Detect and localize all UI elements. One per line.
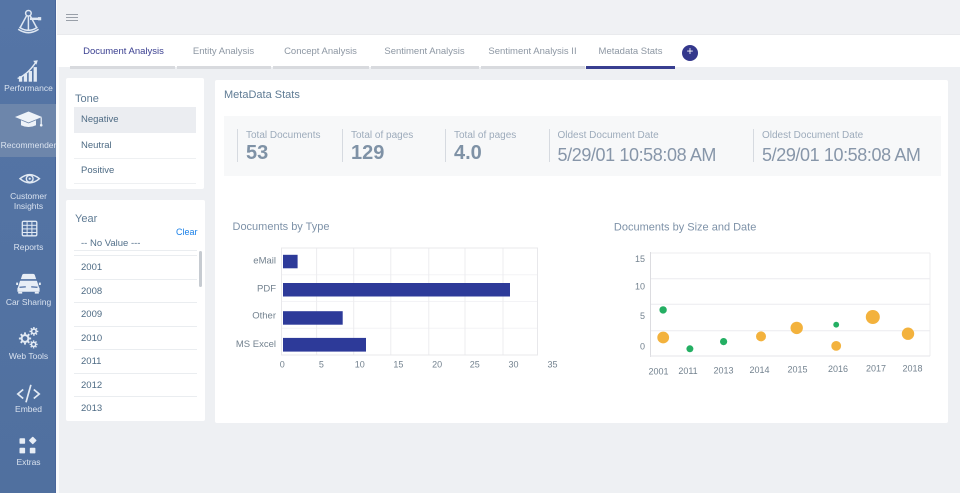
svg-text:2014: 2014 <box>749 365 769 375</box>
svg-text:25: 25 <box>470 360 480 370</box>
svg-text:Documents by Size and Date: Documents by Size and Date <box>614 222 756 234</box>
svg-text:2018: 2018 <box>902 363 922 373</box>
svg-text:2017: 2017 <box>866 363 886 373</box>
svg-text:30: 30 <box>508 360 518 370</box>
svg-text:2016: 2016 <box>828 364 848 374</box>
svg-text:15: 15 <box>635 254 645 264</box>
svg-text:2011: 2011 <box>678 366 697 376</box>
svg-text:10: 10 <box>355 360 365 370</box>
svg-text:eMail: eMail <box>253 256 276 267</box>
svg-text:15: 15 <box>393 360 403 370</box>
svg-text:PDF: PDF <box>257 284 276 295</box>
svg-text:Other: Other <box>252 311 276 322</box>
svg-text:MS Excel: MS Excel <box>236 339 276 350</box>
svg-text:0: 0 <box>280 360 285 370</box>
svg-text:2001: 2001 <box>648 366 668 376</box>
svg-text:5: 5 <box>640 311 645 321</box>
svg-text:0: 0 <box>640 341 645 351</box>
svg-text:2015: 2015 <box>787 364 807 374</box>
svg-text:35: 35 <box>547 360 557 370</box>
svg-text:Documents by Type: Documents by Type <box>233 221 330 233</box>
svg-text:10: 10 <box>635 282 645 292</box>
svg-text:2013: 2013 <box>713 365 733 375</box>
svg-text:20: 20 <box>432 360 442 370</box>
svg-text:5: 5 <box>319 360 324 370</box>
